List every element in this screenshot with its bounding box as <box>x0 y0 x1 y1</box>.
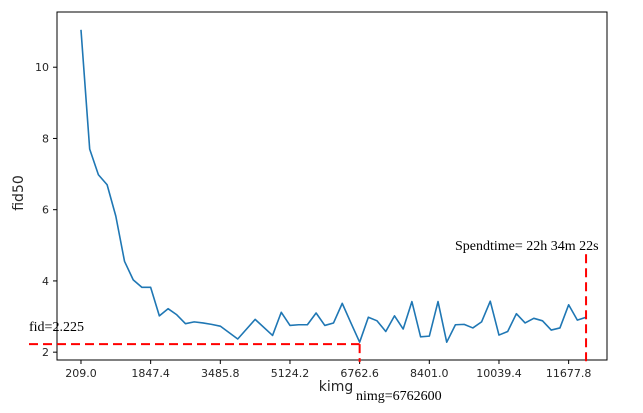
y-axis: 2 4 6 8 10 <box>35 61 57 359</box>
series-line <box>80 29 587 343</box>
y-axis-label: fid50 <box>11 175 27 211</box>
fid-annotation: fid=2.225 <box>29 320 84 335</box>
y-tick-label: 2 <box>42 346 49 359</box>
x-tick-label: 5124.2 <box>271 367 310 380</box>
plot-border <box>56 11 608 361</box>
marker-layer <box>29 254 588 362</box>
x-tick-label: 11677.8 <box>546 367 592 380</box>
x-tick-label: 3485.8 <box>201 367 240 380</box>
x-tick-label: 209.0 <box>65 367 97 380</box>
y-tick-label: 4 <box>42 275 49 288</box>
x-tick-label: 8401.0 <box>410 367 449 380</box>
x-axis-label: kimg <box>319 379 354 395</box>
series-layer <box>80 29 587 343</box>
nimg-annotation: nimg=6762600 <box>356 389 442 404</box>
x-tick-label: 6762.6 <box>340 367 379 380</box>
y-tick-label: 8 <box>42 132 49 145</box>
y-tick-label: 6 <box>42 204 49 217</box>
spendtime-annotation: Spendtime= 22h 34m 22s <box>455 239 599 254</box>
x-tick-label: 1847.4 <box>131 367 170 380</box>
x-axis: 209.0 1847.4 3485.8 5124.2 6762.6 8401.0 10039… <box>65 360 591 380</box>
y-tick-label: 10 <box>35 61 49 74</box>
x-tick-label: 10039.4 <box>476 367 522 380</box>
plot-frame <box>56 11 608 361</box>
